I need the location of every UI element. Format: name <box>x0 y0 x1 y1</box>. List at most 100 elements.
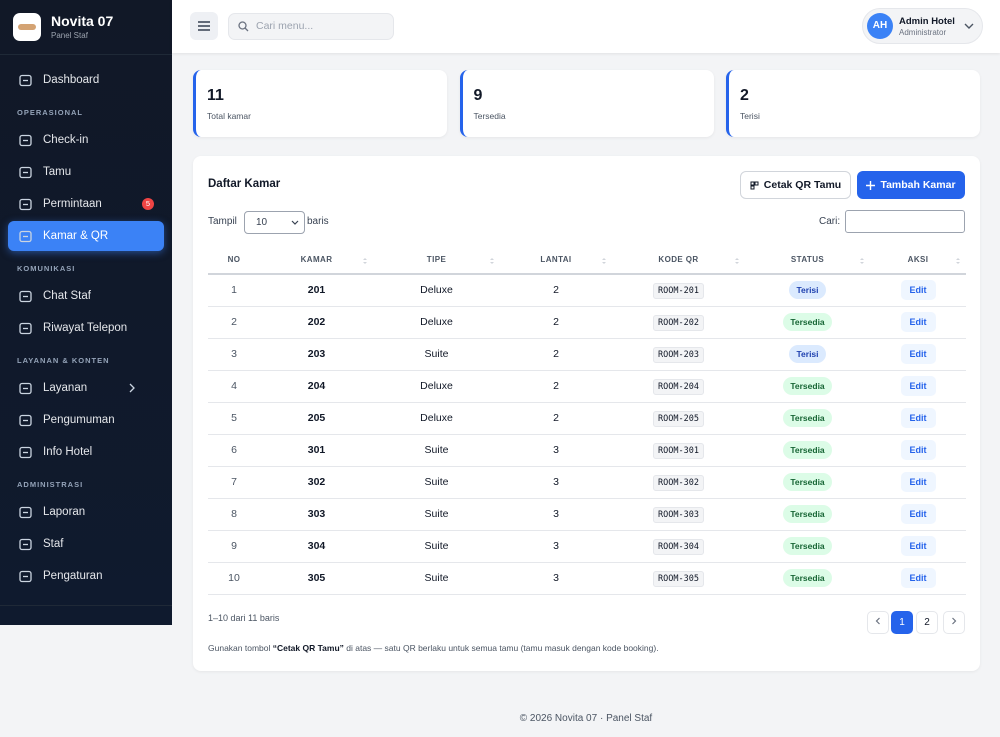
column-header[interactable]: AKSI <box>870 246 966 275</box>
cell-text: 2 <box>500 338 612 371</box>
cell: Edit <box>870 498 966 531</box>
icon <box>19 74 32 86</box>
icon <box>19 290 32 302</box>
nav-item[interactable]: Pengaturan <box>8 561 164 591</box>
nav-item[interactable]: Riwayat Telepon <box>8 313 164 343</box>
nav-label: Pengaturan <box>43 570 103 582</box>
nav-label: Kamar & QR <box>43 230 109 242</box>
table-row: 3 203 Suite 2 ROOM-203 Terisi Edit <box>208 338 966 371</box>
page-button[interactable]: 1 <box>891 611 913 634</box>
nav-item[interactable]: Tamu <box>8 157 164 187</box>
cell-text: Deluxe <box>373 402 500 435</box>
search-placeholder: Cari menu... <box>256 20 314 32</box>
status-badge: Tersedia <box>783 537 832 555</box>
column-header[interactable]: KAMAR <box>260 246 373 275</box>
nav-item[interactable]: Dashboard <box>8 65 164 95</box>
table-search-input[interactable] <box>845 210 965 233</box>
nav-section: KOMUNIKASI <box>17 264 76 273</box>
cell: Edit <box>870 562 966 595</box>
column-header[interactable]: TIPE <box>373 246 500 275</box>
logo <box>13 13 41 41</box>
cell: ROOM-301 <box>612 434 745 467</box>
cell-text: 205 <box>260 402 373 435</box>
cell-text: 2 <box>500 370 612 403</box>
qr-code: ROOM-202 <box>653 315 704 331</box>
edit-button[interactable]: Edit <box>900 312 936 332</box>
cell-text: Suite <box>373 466 500 499</box>
table-row: 1 201 Deluxe 2 ROOM-201 Terisi Edit <box>208 274 966 307</box>
column-header[interactable]: KODE QR <box>612 246 745 275</box>
cell-text: Deluxe <box>373 370 500 403</box>
print-qr-button[interactable]: Cetak QR Tamu <box>740 171 851 199</box>
nav-item[interactable]: Keluar <box>8 619 164 625</box>
icon <box>19 166 32 178</box>
cell: Tersedia <box>745 562 870 595</box>
table-row: 9 304 Suite 3 ROOM-304 Tersedia Edit <box>208 530 966 563</box>
nav-item[interactable]: Info Hotel <box>8 437 164 467</box>
stat-card: 11 Total kamar <box>193 70 447 137</box>
edit-button[interactable]: Edit <box>900 344 936 364</box>
cell-text: Suite <box>373 530 500 563</box>
user-menu[interactable]: AH Admin Hotel Administrator <box>862 8 983 44</box>
icon <box>19 230 32 242</box>
edit-button[interactable]: Edit <box>900 472 936 492</box>
cell-text: Deluxe <box>373 274 500 307</box>
table-body: 1 201 Deluxe 2 ROOM-201 Terisi Edit 2 202 Deluxe 2… <box>208 274 966 595</box>
page-arrow[interactable] <box>867 611 889 634</box>
logout-area: Keluar <box>0 605 172 625</box>
cell-text: 304 <box>260 530 373 563</box>
nav-item[interactable]: Chat Staf <box>8 281 164 311</box>
nav-item[interactable]: Permintaan 5 <box>8 189 164 219</box>
room-table: NO KAMAR TIPE LANTAI KODE QR STATUS AKSI 1 201 D… <box>208 246 966 595</box>
stat-label: Tersedia <box>473 111 506 121</box>
column-header[interactable]: NO <box>208 246 260 275</box>
search-box[interactable]: Cari menu... <box>228 13 394 40</box>
edit-button[interactable]: Edit <box>900 568 936 588</box>
icon <box>19 538 32 550</box>
table-row: 8 303 Suite 3 ROOM-303 Tersedia Edit <box>208 498 966 531</box>
status-badge: Tersedia <box>783 377 832 395</box>
icon <box>19 382 32 394</box>
add-room-button[interactable]: Tambah Kamar <box>857 171 965 199</box>
cell: Tersedia <box>745 434 870 467</box>
nav-item[interactable]: Check-in <box>8 125 164 155</box>
edit-button[interactable]: Edit <box>900 504 936 524</box>
page-arrow[interactable] <box>943 611 965 634</box>
nav-item[interactable]: Staf <box>8 529 164 559</box>
nav-label: Laporan <box>43 506 86 518</box>
stat-label: Terisi <box>740 111 760 121</box>
table-row: 7 302 Suite 3 ROOM-302 Tersedia Edit <box>208 466 966 499</box>
cell: Tersedia <box>745 498 870 531</box>
status-badge: Tersedia <box>783 313 832 331</box>
icon <box>19 322 32 334</box>
icon <box>19 134 32 146</box>
edit-button[interactable]: Edit <box>900 536 936 556</box>
status-badge: Tersedia <box>783 473 832 491</box>
status-badge: Tersedia <box>783 409 832 427</box>
qr-code: ROOM-302 <box>653 475 704 491</box>
cell-text: 8 <box>208 498 260 531</box>
edit-button[interactable]: Edit <box>900 408 936 428</box>
column-header[interactable]: STATUS <box>745 246 870 275</box>
page-size-select[interactable]: 10 <box>244 211 305 234</box>
nav-item[interactable]: Pengumuman <box>8 405 164 435</box>
menu-button[interactable] <box>190 12 218 40</box>
nav-item[interactable]: Laporan <box>8 497 164 527</box>
column-header[interactable]: LANTAI <box>500 246 612 275</box>
qr-code: ROOM-304 <box>653 539 704 555</box>
qr-code: ROOM-204 <box>653 379 704 395</box>
cell: Terisi <box>745 274 870 307</box>
nav-label: Permintaan <box>43 198 102 210</box>
nav-item[interactable]: Layanan <box>8 373 164 403</box>
page-button[interactable]: 2 <box>916 611 938 634</box>
footer: © 2026 Novita 07 · Panel Staf <box>519 713 653 724</box>
cell: Tersedia <box>745 370 870 403</box>
table-info: 1–10 dari 11 baris <box>208 613 280 623</box>
cell-text: 2 <box>500 402 612 435</box>
cell-text: 3 <box>500 530 612 563</box>
edit-button[interactable]: Edit <box>900 376 936 396</box>
card-title: Daftar Kamar <box>208 178 281 190</box>
nav-item[interactable]: Kamar & QR <box>8 221 164 251</box>
edit-button[interactable]: Edit <box>900 280 936 301</box>
edit-button[interactable]: Edit <box>900 440 936 460</box>
